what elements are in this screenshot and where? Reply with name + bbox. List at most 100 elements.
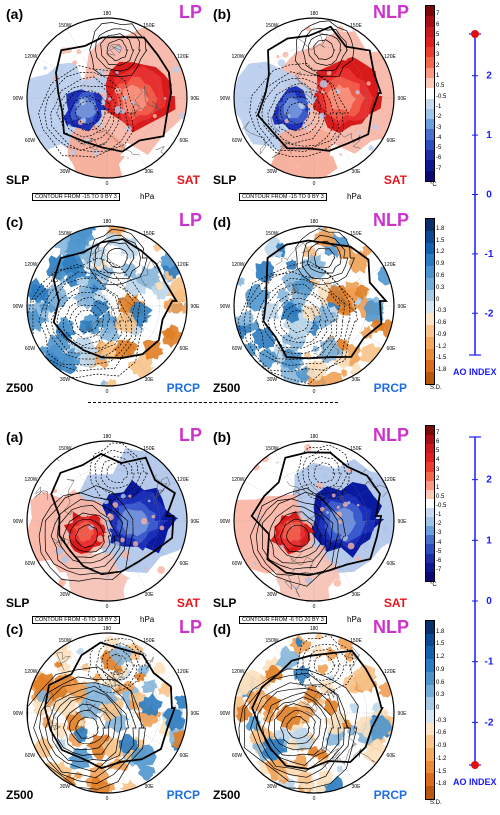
longitude-label: 30E — [352, 592, 362, 598]
colorbar-swatch — [426, 471, 434, 481]
colorbar-swatch — [426, 26, 434, 37]
panel-letter: (d) — [213, 621, 231, 637]
longitude-label: 30W — [60, 377, 71, 383]
longitude-label: 180 — [310, 434, 319, 440]
ao-index-label: AO INDEX — [453, 777, 497, 787]
ao-tick-label: 1 — [486, 535, 492, 546]
longitude-label: 150E — [350, 638, 362, 644]
colorbar-swatch — [426, 325, 434, 337]
colorbar-swatch — [426, 266, 434, 278]
colorbar-tick-label: -6 — [436, 557, 442, 564]
polar-map: 180 0 150W 150E 120W 120E 90W 90E 60W 60E 30W 30E — [220, 434, 407, 610]
longitude-label: 0 — [313, 796, 316, 802]
colorbar-swatch — [426, 88, 434, 99]
colorbar-unit: S.D. — [430, 800, 442, 806]
polar-map: 180 0 150W 150E 120W 120E 90W 90E 60W 60E 30W 30E — [13, 219, 200, 395]
colorbar-tick-label: 1.8 — [436, 628, 445, 635]
colorbar-tick-label: 0 — [436, 705, 440, 711]
colorbar-swatch — [426, 108, 434, 120]
colorbar-swatch — [426, 517, 434, 527]
colorbar-tick-label: 3 — [436, 466, 440, 473]
map-panel: 180 0 150W 150E 120W 120E 90W 90E 60W 60E 30W 30E (b… — [207, 0, 417, 195]
colorbar-swatch — [426, 170, 434, 181]
longitude-label: 120E — [177, 262, 189, 268]
panel-right-variable: PRCP — [373, 381, 407, 395]
colorbar-tick-label: -0.6 — [436, 320, 447, 327]
colorbar-tick-label: 5 — [436, 448, 440, 455]
longitude-label: 120E — [177, 477, 189, 483]
colorbar-tick-label: -4 — [436, 539, 442, 546]
colorbar-swatch — [426, 621, 434, 634]
colorbar-tick-label: -0.9 — [436, 331, 447, 338]
panel-right-variable: PRCP — [166, 381, 200, 395]
panel-right-variable: PRCP — [373, 788, 407, 802]
block-divider — [88, 402, 338, 403]
longitude-label: 60E — [387, 346, 397, 352]
colorbar-swatch — [426, 149, 434, 161]
longitude-label: 0 — [106, 604, 109, 610]
longitude-label: 120E — [384, 262, 396, 268]
colorbar-swatch — [426, 57, 434, 68]
colorbar-tick-label: -5 — [436, 548, 442, 555]
longitude-label: 150E — [143, 446, 155, 452]
colorbar-tick-label: 0.9 — [436, 666, 445, 673]
colorbar-swatch — [426, 535, 434, 545]
colorbar-tick-label: 1.8 — [436, 225, 445, 232]
panel-type: LP — [178, 2, 202, 22]
ao-tick-label: -1 — [485, 657, 494, 668]
panel-type: NLP — [373, 210, 409, 230]
colorbar-tick-label: -0.3 — [436, 717, 447, 724]
colorbar-tick-label: -0.5 — [436, 93, 447, 100]
panel-right-variable: SAT — [176, 596, 200, 610]
panel-letter: (a) — [6, 429, 24, 445]
longitude-label: 120W — [24, 477, 37, 483]
longitude-label: 30W — [267, 169, 278, 175]
colorbar-tick-label: 5 — [436, 31, 440, 38]
longitude-label: 120W — [231, 262, 244, 268]
colorbar-swatch — [426, 722, 434, 736]
longitude-label: 0 — [106, 796, 109, 802]
colorbar-tick-label: 1.2 — [436, 654, 445, 661]
ao-marker — [471, 761, 479, 769]
ao-index-axis: 2 1 0 -1 -2 — [445, 24, 500, 370]
colorbar-tick-label: 1.5 — [436, 237, 445, 244]
ao-index-label: AO INDEX — [453, 367, 497, 377]
colorbar-tick-label: -1.5 — [436, 355, 447, 362]
panel-left-variable: SLP — [6, 596, 30, 610]
colorbar-tick-label: 1 — [436, 73, 440, 80]
colorbar-swatch — [426, 360, 434, 373]
colorbar-swatch — [426, 348, 434, 361]
colorbar-swatch — [426, 562, 434, 572]
longitude-label: 180 — [103, 219, 112, 225]
colorbar-swatch — [426, 6, 434, 17]
longitude-label: 60E — [387, 753, 397, 759]
polar-map: 180 0 150W 150E 120W 120E 90W 90E 60W 60E 30W 30E — [220, 626, 408, 802]
colorbar-tick-label: 4 — [436, 42, 440, 49]
longitude-label: 90W — [13, 96, 24, 102]
longitude-label: 150W — [58, 231, 71, 237]
colorbar-swatch — [426, 498, 434, 508]
longitude-label: 30W — [60, 169, 71, 175]
longitude-label: 30E — [352, 169, 362, 175]
panel-type: NLP — [373, 2, 409, 22]
longitude-label: 90W — [220, 304, 231, 310]
longitude-label: 90W — [220, 96, 231, 102]
longitude-label: 90E — [398, 96, 408, 102]
longitude-label: 180 — [103, 626, 112, 632]
colorbar-swatch — [426, 313, 434, 326]
colorbar-swatch — [426, 544, 434, 554]
longitude-label: 90E — [398, 711, 408, 717]
panel-type: LP — [178, 210, 202, 230]
colorbar-tick-label: 0.5 — [436, 493, 445, 500]
colorbar-tick-label: 0.5 — [436, 83, 445, 90]
colorbar-swatch — [426, 553, 434, 563]
colorbar-swatch — [426, 453, 434, 463]
colorbar-swatch — [426, 230, 434, 243]
panel-left-variable: Z500 — [6, 788, 34, 802]
sat-colorbar — [425, 5, 435, 182]
longitude-label: 150W — [265, 638, 278, 644]
longitude-label: 30W — [267, 377, 278, 383]
colorbar-tick-label: 6 — [436, 21, 440, 28]
longitude-label: 150W — [265, 231, 278, 237]
longitude-label: 120W — [231, 54, 244, 60]
